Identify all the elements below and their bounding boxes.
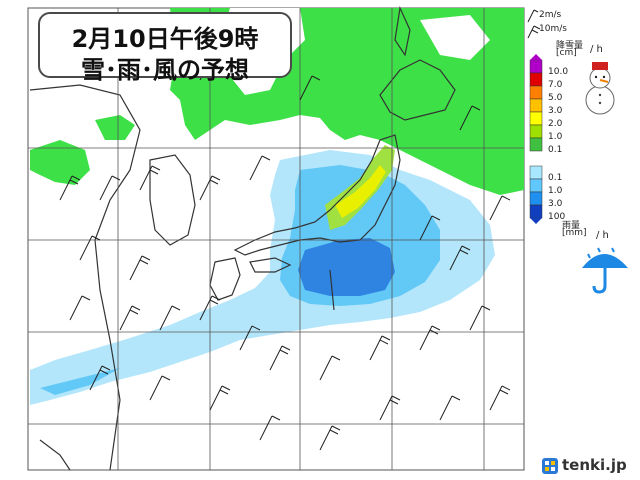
rain-legend-tip [530, 218, 542, 224]
rain-legend-unit: [mm] [562, 228, 587, 238]
snow-legend-swatch [529, 85, 543, 100]
rain-legend-level-label: 0.1 [548, 173, 563, 183]
tenki-logo-icon [542, 458, 558, 474]
rain-legend-title: 雨量 [562, 221, 581, 231]
wind-speed-label-2: 2m/s [539, 10, 562, 20]
rain-color-bar [529, 165, 543, 224]
brand: tenki.jp [540, 456, 635, 476]
lat-lon-grid [28, 8, 524, 470]
snow-legend-swatch [529, 98, 543, 113]
snow-legend-swatch [529, 137, 543, 152]
snow-legend-swatch [529, 59, 543, 74]
snow-per-hour: / h [590, 44, 603, 55]
title-box: 2月10日午後9時 雪･雨･風の予想 [38, 12, 292, 84]
wind-speed-label-10: 10m/s [539, 24, 567, 34]
rain-area-heavy [298, 238, 395, 296]
rain-legend-swatch [529, 165, 543, 180]
snow-area-central [325, 145, 395, 230]
rain-per-hour: / h [596, 230, 609, 241]
rain-legend-swatch [529, 204, 543, 219]
snow-legend-swatch [529, 72, 543, 87]
rain-legend-level-label: 1.0 [548, 186, 563, 196]
snowman-icon [585, 62, 615, 115]
snow-legend-level-label: 1.0 [548, 132, 563, 142]
snow-legend-title: 降雪量 [556, 41, 584, 51]
rain-legend-swatch [529, 178, 543, 193]
snow-legend-swatch [529, 111, 543, 126]
wind-legend [527, 9, 541, 39]
snow-legend-tip [530, 54, 542, 60]
snow-legend-swatch [529, 124, 543, 139]
rain-legend-level-label: 100 [548, 212, 566, 222]
rain-legend-level-label: 3.0 [548, 199, 563, 209]
snow-legend-level-label: 7.0 [548, 80, 563, 90]
snow-color-bar [529, 54, 543, 152]
snow-legend-level-label: 10.0 [548, 67, 569, 77]
snow-legend-level-label: 3.0 [548, 106, 563, 116]
snow-legend-level-label: 5.0 [548, 93, 563, 103]
snow-legend-level-label: 2.0 [548, 119, 563, 129]
brand-name: tenki.jp [562, 456, 627, 474]
title-line-date: 2月10日午後9時 [71, 25, 259, 53]
wind-barbs [59, 55, 511, 451]
umbrella-icon [582, 247, 628, 294]
title-line-subject: 雪･雨･風の予想 [81, 56, 249, 84]
snow-legend-level-label: 0.1 [548, 145, 563, 155]
rain-legend-swatch [529, 191, 543, 206]
snow-legend-unit: [cm] [556, 48, 577, 58]
